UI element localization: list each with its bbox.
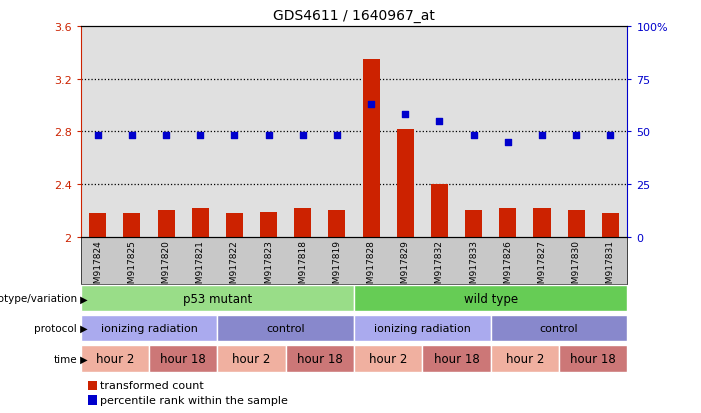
- Text: time: time: [53, 354, 77, 364]
- Text: hour 18: hour 18: [434, 352, 479, 366]
- Text: hour 18: hour 18: [571, 352, 616, 366]
- Text: ▶: ▶: [77, 294, 88, 304]
- Point: [468, 133, 479, 140]
- Bar: [422, 345, 491, 373]
- Point: [126, 133, 137, 140]
- Point: [263, 133, 274, 140]
- Bar: [81, 316, 217, 341]
- Text: protocol: protocol: [34, 323, 77, 333]
- Bar: [491, 316, 627, 341]
- Point: [195, 133, 206, 140]
- Bar: [81, 286, 354, 311]
- Text: hour 2: hour 2: [505, 352, 544, 366]
- Bar: [158, 211, 175, 237]
- Text: percentile rank within the sample: percentile rank within the sample: [100, 395, 288, 405]
- Point: [297, 133, 308, 140]
- Bar: [354, 316, 491, 341]
- Text: ionizing radiation: ionizing radiation: [374, 323, 471, 333]
- Text: ionizing radiation: ionizing radiation: [100, 323, 198, 333]
- Bar: [354, 286, 627, 311]
- Text: hour 2: hour 2: [369, 352, 407, 366]
- Bar: [217, 345, 286, 373]
- Bar: [191, 208, 209, 237]
- Text: hour 18: hour 18: [161, 352, 206, 366]
- Bar: [89, 214, 107, 237]
- Point: [605, 133, 616, 140]
- Bar: [533, 208, 550, 237]
- Text: transformed count: transformed count: [100, 380, 204, 390]
- Bar: [559, 345, 627, 373]
- Point: [434, 118, 445, 125]
- Bar: [431, 185, 448, 237]
- Point: [536, 133, 547, 140]
- Point: [161, 133, 172, 140]
- Bar: [226, 214, 243, 237]
- Bar: [217, 316, 354, 341]
- Text: genotype/variation: genotype/variation: [0, 294, 77, 304]
- Bar: [568, 211, 585, 237]
- Text: wild type: wild type: [463, 292, 518, 305]
- Text: ▶: ▶: [77, 354, 88, 364]
- Text: hour 2: hour 2: [232, 352, 271, 366]
- Point: [502, 139, 513, 146]
- Bar: [81, 345, 149, 373]
- Point: [365, 101, 376, 108]
- Point: [92, 133, 103, 140]
- Bar: [260, 212, 277, 237]
- Text: p53 mutant: p53 mutant: [183, 292, 252, 305]
- Bar: [286, 345, 354, 373]
- Text: ▶: ▶: [77, 323, 88, 333]
- Text: control: control: [540, 323, 578, 333]
- Text: control: control: [266, 323, 305, 333]
- Bar: [499, 208, 517, 237]
- Bar: [149, 345, 217, 373]
- Bar: [362, 60, 380, 237]
- Bar: [491, 345, 559, 373]
- Bar: [397, 129, 414, 237]
- Bar: [328, 211, 346, 237]
- Bar: [465, 211, 482, 237]
- Text: hour 18: hour 18: [297, 352, 343, 366]
- Point: [332, 133, 343, 140]
- Point: [229, 133, 240, 140]
- Bar: [354, 345, 422, 373]
- Bar: [601, 214, 619, 237]
- Point: [571, 133, 582, 140]
- Title: GDS4611 / 1640967_at: GDS4611 / 1640967_at: [273, 9, 435, 23]
- Bar: [294, 208, 311, 237]
- Bar: [123, 214, 140, 237]
- Text: hour 2: hour 2: [95, 352, 134, 366]
- Point: [400, 112, 411, 119]
